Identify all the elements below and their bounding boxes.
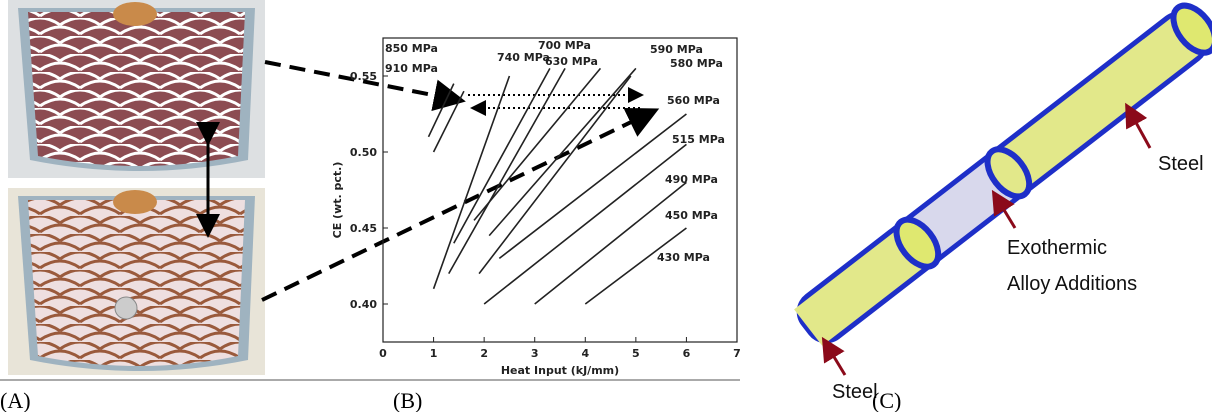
y-tick-label: 0.45 — [350, 222, 377, 235]
series-line — [453, 68, 551, 244]
x-axis-label: Heat Input (kJ/mm) — [501, 364, 619, 377]
series-line — [432, 90, 465, 153]
x-tick-label: 4 — [581, 347, 589, 360]
x-tick-label: 1 — [430, 347, 438, 360]
series-line — [534, 181, 687, 305]
chart: 0 1 2 3 4 5 6 7 0.40 0.45 0.50 0.55 Heat Input (kJ/m… — [331, 37, 741, 377]
line-label: 430 MPa — [657, 251, 710, 264]
line-label: 490 MPa — [665, 173, 718, 186]
annotation: Alloy Additions — [1007, 273, 1137, 295]
panel-label: (B) — [393, 388, 422, 412]
series-line — [488, 67, 637, 237]
series-line — [483, 143, 687, 305]
series-line — [448, 68, 566, 274]
x-tick-label: 3 — [531, 347, 539, 360]
x-tick-label: 0 — [379, 347, 387, 360]
panel-label: (C) — [872, 388, 901, 412]
line-label: 850 MPa — [385, 42, 438, 55]
x-tick-label: 7 — [733, 347, 741, 360]
pointer-arrow — [991, 189, 1017, 229]
line-label: 740 MPa — [497, 51, 550, 64]
y-axis-label: CE (wt. pct.) — [331, 162, 344, 239]
series-line — [584, 227, 687, 305]
panel-label: (A) — [0, 388, 31, 412]
annotation: Exothermic — [1007, 237, 1107, 259]
line-label: 590 MPa — [650, 43, 703, 56]
series-line — [473, 67, 602, 221]
series-line — [478, 75, 632, 275]
tube-diagram — [794, 2, 1212, 346]
line-label: 580 MPa — [670, 57, 723, 70]
series-line — [432, 75, 511, 290]
y-tick-label: 0.55 — [350, 70, 377, 83]
annotation: Steel — [1158, 153, 1204, 175]
line-label: 910 MPa — [385, 62, 438, 75]
series-line — [427, 83, 455, 138]
x-tick-label: 2 — [480, 347, 488, 360]
weld-image-top — [8, 0, 265, 178]
pointer-arrow — [821, 336, 847, 376]
x-tick-label: 5 — [632, 347, 640, 360]
line-label: 630 MPa — [545, 55, 598, 68]
pointer-arrow — [1125, 102, 1152, 149]
y-tick-label: 0.50 — [350, 146, 377, 159]
annotation: Steel — [832, 381, 878, 403]
line-label: 515 MPa — [672, 133, 725, 146]
plot-frame — [382, 37, 738, 343]
x-tick-label: 6 — [683, 347, 691, 360]
y-tick-label: 0.40 — [350, 298, 377, 311]
dashed-arrow — [264, 60, 466, 112]
dashed-arrow — [261, 108, 660, 302]
line-label: 700 MPa — [538, 39, 591, 52]
weld-image-bottom — [8, 188, 265, 375]
line-label: 560 MPa — [667, 94, 720, 107]
series-line — [498, 113, 687, 260]
line-label: 450 MPa — [665, 209, 718, 222]
